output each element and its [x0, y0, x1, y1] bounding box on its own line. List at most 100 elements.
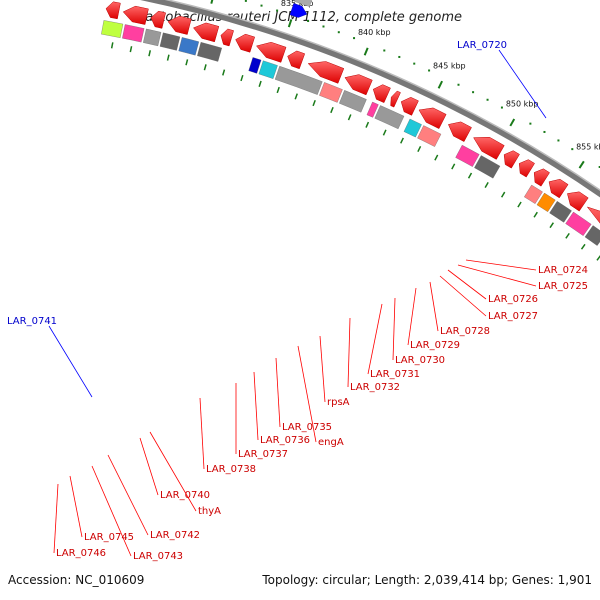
gene-arrow-reverse	[400, 96, 419, 116]
gene-arrow-reverse	[567, 191, 589, 212]
inner-tick	[185, 59, 189, 66]
minor-tick	[472, 91, 475, 94]
cog-block	[565, 211, 592, 236]
cog-block	[339, 90, 367, 113]
gene-label-lar_0727: LAR_0727	[488, 311, 538, 322]
gene-arrow-reverse	[473, 136, 505, 160]
label-leader-line	[465, 259, 537, 271]
gene-arrow-reverse	[307, 61, 345, 84]
minor-tick	[260, 4, 263, 7]
gene-arrow-reverse	[372, 84, 391, 103]
minor-tick	[276, 9, 279, 12]
inner-tick	[417, 145, 422, 152]
minor-tick	[428, 69, 431, 72]
minor-tick	[571, 148, 574, 151]
minor-tick	[543, 130, 546, 133]
gene-arrow-reverse	[287, 50, 306, 70]
major-tick	[363, 47, 369, 56]
backbone-highlight	[164, 0, 600, 192]
minor-tick	[557, 139, 560, 142]
cog-block	[366, 101, 379, 118]
cog-block	[122, 24, 145, 43]
label-leader-line	[139, 437, 159, 496]
gene-label-lar_0728: LAR_0728	[440, 326, 490, 337]
minor-tick	[598, 165, 600, 168]
cog-block	[258, 60, 278, 79]
gene-label-lar_0731: LAR_0731	[370, 369, 420, 380]
gene-arrow-reverse	[448, 121, 472, 142]
tick-label: 850 kbp	[506, 100, 539, 109]
label-leader-line	[297, 345, 317, 443]
inner-tick	[549, 222, 554, 229]
gene-arrow-reverse	[105, 1, 121, 20]
gene-label-lar_0732: LAR_0732	[350, 382, 400, 393]
gene-label-rpsa: rpsA	[327, 397, 350, 408]
tick-label: 840 kbp	[358, 28, 391, 37]
gene-arrow-forward	[289, 3, 308, 18]
tick-label: 835 kbp	[281, 0, 314, 8]
major-tick	[437, 80, 443, 89]
inner-tick	[517, 201, 522, 208]
inner-tick	[382, 129, 387, 136]
cog-block	[178, 37, 200, 56]
label-leader-line	[407, 287, 417, 346]
inner-tick	[533, 211, 538, 218]
gene-arrow-reverse	[418, 107, 447, 129]
gene-arrow-reverse	[122, 5, 149, 25]
label-leader-line	[107, 454, 149, 536]
label-leader-line	[53, 483, 59, 554]
cog-block	[319, 82, 343, 103]
inner-tick	[203, 64, 207, 71]
major-tick	[210, 0, 214, 4]
inner-tick	[129, 46, 133, 53]
label-leader-line	[498, 49, 547, 119]
inner-tick	[565, 232, 570, 239]
label-leader-line	[447, 269, 487, 300]
gene-arrow-reverse	[193, 22, 220, 43]
cog-block	[455, 144, 480, 167]
gene-label-lar_0742: LAR_0742	[150, 530, 200, 541]
cog-block	[197, 42, 222, 62]
label-leader-line	[319, 335, 326, 403]
cog-block	[524, 184, 543, 204]
minor-tick	[383, 49, 386, 52]
gene-label-thya: thyA	[198, 506, 221, 517]
inner-tick	[312, 100, 316, 107]
label-leader-line	[367, 303, 383, 375]
inner-tick	[347, 114, 352, 121]
inner-tick	[484, 182, 489, 188]
gene-arrow-reverse	[390, 90, 401, 108]
inner-tick	[166, 54, 170, 61]
inner-tick	[467, 172, 473, 179]
gene-label-lar_0738: LAR_0738	[206, 464, 256, 475]
minor-tick	[307, 19, 310, 22]
inner-tick	[294, 93, 298, 100]
minor-tick	[457, 83, 460, 86]
gene-label-lar_0736: LAR_0736	[260, 435, 310, 446]
major-tick	[509, 118, 516, 127]
gene-label-lar_0743: LAR_0743	[133, 551, 183, 562]
gene-label-lar_0737: LAR_0737	[238, 449, 288, 460]
gene-arrow-reverse	[518, 159, 535, 178]
minor-tick	[529, 122, 532, 125]
cog-block-forward	[294, 0, 313, 7]
major-tick	[578, 160, 585, 169]
cog-block	[536, 192, 556, 212]
minor-tick	[500, 106, 503, 109]
gene-label-lar_0724: LAR_0724	[538, 265, 588, 276]
inner-tick	[580, 243, 586, 250]
gene-label-lar_0735: LAR_0735	[282, 422, 332, 433]
gene-arrow-reverse	[586, 206, 600, 224]
major-tick	[287, 19, 293, 28]
minor-tick	[244, 0, 247, 2]
label-leader-line	[439, 275, 487, 317]
gene-arrow-reverse	[220, 28, 234, 47]
cog-block	[417, 125, 442, 147]
cog-block	[101, 20, 124, 38]
cog-block	[274, 65, 323, 95]
backbone	[139, 0, 600, 198]
label-leader-line	[457, 264, 537, 287]
